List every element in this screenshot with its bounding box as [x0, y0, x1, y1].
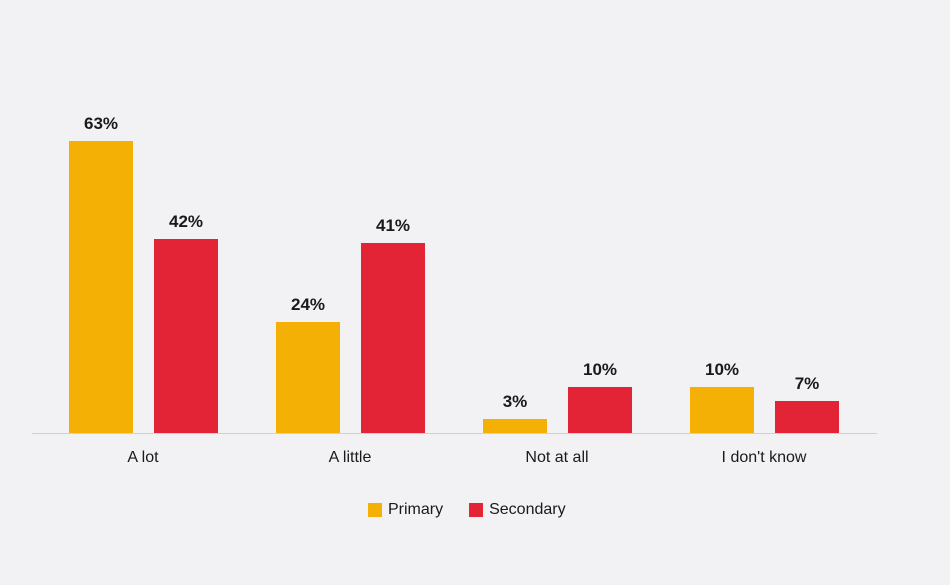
category-label: A little — [328, 449, 372, 466]
bar-primary — [690, 386, 754, 433]
value-label: 7% — [794, 373, 820, 393]
bar-secondary — [568, 386, 632, 433]
bar-primary — [276, 321, 340, 433]
category-label: A lot — [127, 449, 159, 466]
primary-swatch-icon — [368, 503, 382, 517]
legend-label-secondary: Secondary — [489, 501, 566, 518]
secondary-swatch-icon — [469, 503, 484, 517]
value-label: 24% — [290, 294, 326, 314]
legend: Primary Secondary — [368, 501, 592, 519]
value-label: 10% — [582, 359, 618, 379]
value-label: 41% — [375, 216, 411, 236]
bar-primary — [483, 419, 547, 433]
legend-item-primary: Primary — [368, 501, 443, 519]
bar-secondary — [775, 400, 839, 433]
bar-primary — [69, 141, 133, 433]
category-label: Not at all — [525, 449, 589, 466]
value-label: 10% — [704, 359, 740, 379]
value-label: 63% — [83, 114, 119, 134]
legend-item-secondary: Secondary — [469, 501, 566, 519]
value-label: 42% — [168, 211, 204, 231]
category-label: I don't know — [721, 449, 807, 466]
legend-label-primary: Primary — [388, 501, 444, 518]
bar-secondary — [361, 243, 425, 433]
value-label: 3% — [502, 392, 528, 412]
bar-secondary — [154, 238, 218, 433]
x-axis-line — [32, 433, 877, 434]
